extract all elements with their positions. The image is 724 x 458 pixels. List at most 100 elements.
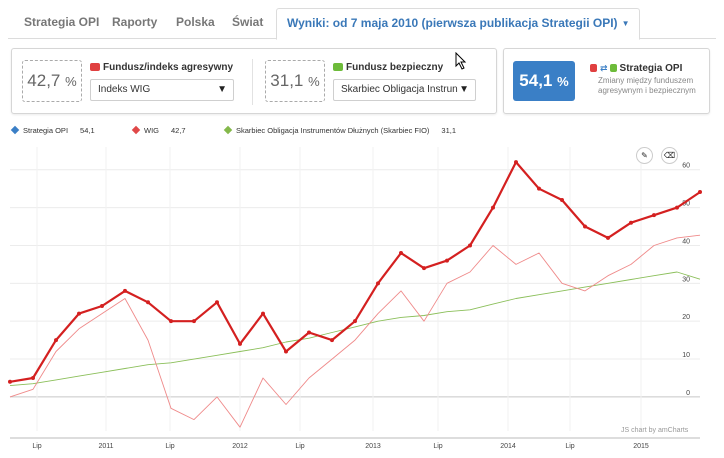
strategy-description-line2: agresywnym i bezpiecznym (598, 86, 696, 95)
strategy-point (399, 251, 403, 256)
strategy-point (583, 224, 587, 229)
strategy-point (123, 288, 127, 293)
tab-wyniki-label: Wyniki: od 7 maja 2010 (pierwsza publika… (287, 16, 618, 30)
aggressive-fund-select[interactable]: Indeks WIG ▼ (90, 79, 234, 101)
tab-swiat[interactable]: Świat (232, 15, 264, 29)
strategy-point (100, 304, 104, 309)
pencil-icon[interactable]: ✎ (636, 147, 653, 164)
safe-fund-select[interactable]: Skarbiec Obligacja Instrun ▼ (333, 79, 476, 101)
green-flag-icon (609, 64, 617, 72)
x-tick-label: 2012 (232, 443, 248, 450)
strategy-value-number: 54,1 (519, 71, 553, 90)
legend-name: Skarbiec Obligacja Instrumentów Dłużnych… (236, 126, 430, 135)
tab-bar: Strategia OPI Raporty Polska Świat Wynik… (8, 8, 716, 40)
legend-name: WIG (144, 126, 159, 135)
aggressive-fund-label-text: Fundusz/indeks agresywny (103, 62, 234, 73)
x-tick-label: Lip (565, 443, 574, 450)
select-arrow-icon: ▼ (217, 84, 227, 95)
strategy-point (31, 375, 35, 380)
legend-item-wig[interactable]: WIG 42,7 (131, 125, 186, 135)
tab-raporty[interactable]: Raporty (112, 15, 158, 29)
strategy-point (445, 258, 449, 263)
x-tick-label: 2011 (98, 443, 113, 450)
x-tick-label: Lip (32, 443, 41, 450)
strategy-point (238, 341, 242, 346)
series-line-2 (9, 271, 701, 387)
strategy-point (54, 338, 58, 343)
aggressive-value-unit: % (65, 74, 77, 89)
legend-marker (131, 125, 141, 135)
legend-value: 54,1 (80, 126, 95, 135)
tab-strategia-opi[interactable]: Strategia OPI (24, 15, 100, 29)
strategy-point (192, 319, 196, 324)
legend-item-skarbiec[interactable]: Skarbiec Obligacja Instrumentów Dłużnych… (223, 125, 457, 135)
legend-marker (223, 125, 233, 135)
strategy-point (537, 186, 541, 191)
strategy-point (422, 266, 426, 271)
y-tick-label: 60 (682, 163, 690, 170)
chart-grid (10, 147, 700, 439)
strategy-point (215, 300, 219, 305)
strategy-point (261, 311, 265, 316)
series-line-1 (9, 234, 701, 428)
aggressive-value-number: 42,7 (27, 71, 61, 90)
strategy-point (284, 349, 288, 354)
strategy-label-text: Strategia OPI (619, 63, 683, 74)
legend-name: Strategia OPI (23, 126, 69, 135)
x-tick-label: 2013 (365, 443, 381, 450)
green-flag-icon (333, 63, 343, 71)
legend-item-strategia[interactable]: Strategia OPI 54,1 (10, 125, 95, 135)
strategy-point (468, 243, 472, 248)
strategy-point (353, 319, 357, 324)
strategy-point (629, 220, 633, 225)
x-axis-ticks: Lip 2011 Lip 2012 Lip 2013 Lip 2014 Lip 2015 (32, 443, 649, 450)
strategy-point (675, 205, 679, 210)
legend-value: 42,7 (171, 126, 186, 135)
y-tick-label: 20 (682, 314, 690, 321)
strategy-point (8, 379, 12, 384)
strategy-description: Zmiany między funduszem agresywnym i bez… (598, 76, 696, 96)
strategy-label: ⇄ Strategia OPI (590, 63, 682, 74)
x-tick-label: 2015 (633, 443, 649, 450)
x-tick-label: 2014 (500, 443, 516, 450)
y-tick-label: 0 (686, 390, 690, 397)
safe-fund-selected: Skarbiec Obligacja Instrun (341, 84, 458, 95)
select-arrow-icon: ▼ (459, 84, 469, 95)
strategy-point (307, 330, 311, 335)
strategy-point (560, 198, 564, 203)
safe-fund-label: Fundusz bezpieczny (333, 62, 443, 73)
red-flag-icon (90, 63, 100, 71)
strategy-point (330, 338, 334, 343)
strategy-panel: 54,1 % ⇄ Strategia OPI Zmiany między fund… (503, 48, 710, 114)
legend-marker (10, 125, 20, 135)
tab-polska[interactable]: Polska (176, 15, 215, 29)
performance-chart: Lip 2011 Lip 2012 Lip 2013 Lip 2014 Lip 2015 0 10 2… (8, 147, 702, 450)
legend-value: 31,1 (441, 126, 457, 135)
x-tick-label: Lip (433, 443, 442, 450)
safe-value-unit: % (308, 74, 320, 89)
safe-return-value: 31,1 % (265, 60, 325, 102)
tab-wyniki[interactable]: Wyniki: od 7 maja 2010 (pierwsza publika… (276, 8, 641, 40)
y-tick-label: 50 (682, 201, 690, 208)
panel-divider (252, 59, 253, 105)
x-tick-label: Lip (295, 443, 304, 450)
strategy-point (652, 213, 656, 218)
aggressive-fund-selected: Indeks WIG (98, 84, 151, 95)
x-tick-label: Lip (165, 443, 174, 450)
y-tick-label: 40 (682, 238, 690, 245)
strategy-point (146, 300, 150, 305)
aggressive-return-value: 42,7 % (22, 60, 82, 102)
swap-arrows-icon: ⇄ (600, 63, 608, 73)
safe-value-number: 31,1 (270, 71, 304, 90)
fund-selector-panel: 42,7 % Fundusz/indeks agresywny Indeks W… (11, 48, 497, 114)
strategy-point (77, 311, 81, 316)
chart-credit[interactable]: JS chart by amCharts (621, 427, 689, 434)
strategy-value-unit: % (557, 74, 569, 89)
eraser-icon[interactable]: ⌫ (661, 147, 678, 164)
strategy-point (606, 235, 610, 240)
y-axis-ticks: 0 10 20 30 40 50 60 (682, 163, 690, 397)
safe-fund-label-text: Fundusz bezpieczny (346, 62, 444, 73)
strategy-description-line1: Zmiany między funduszem (598, 76, 694, 85)
y-tick-label: 10 (682, 352, 690, 359)
chevron-down-icon: ▼ (621, 18, 630, 28)
